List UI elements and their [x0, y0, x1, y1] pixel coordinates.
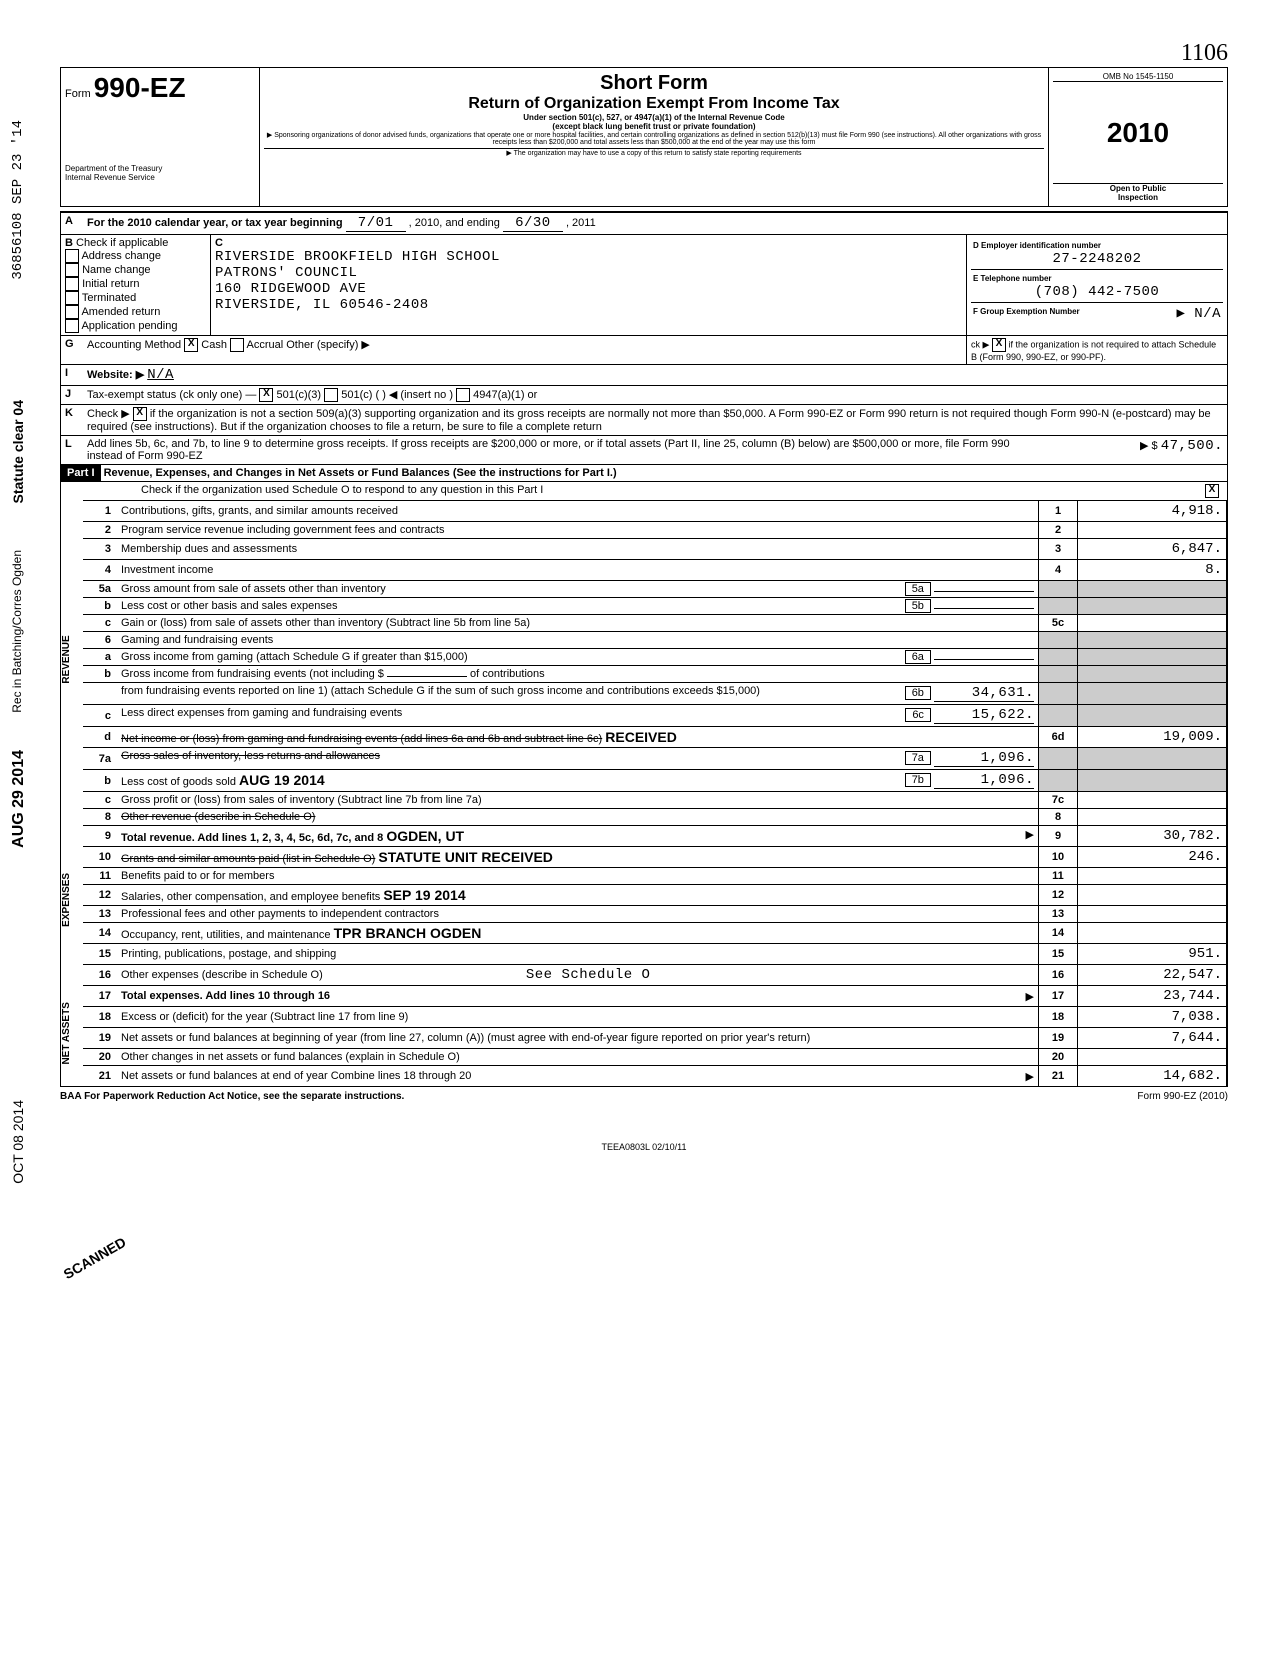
initial-check[interactable]	[65, 277, 79, 291]
a1-label: 4947(a)(1) or	[473, 389, 537, 401]
sched-o-text: Check if the organization used Schedule …	[141, 484, 543, 496]
org-city: RIVERSIDE, IL 60546-2408	[215, 297, 429, 313]
margin-stamp-3: Rec in Batching/Corres Ogden	[10, 550, 24, 713]
form-footer: Form 990-EZ (2010)	[1137, 1091, 1228, 1102]
software-code: TEEA0803L 02/10/11	[60, 1142, 1228, 1152]
form-number: 990-EZ	[94, 72, 186, 103]
sep-stamp: SEP 19 2014	[383, 887, 465, 903]
title-short: Short Form	[264, 72, 1044, 95]
org-name-1: RIVERSIDE BROOKFIELD HIGH SCHOOL	[215, 249, 500, 265]
scanned-stamp: SCANNED	[61, 1234, 129, 1282]
k-text: if the organization is not a section 509…	[87, 408, 1211, 433]
margin-stamp-2: Statute clear 04	[10, 400, 26, 504]
form-header: Form 990-EZ Department of the Treasury I…	[60, 67, 1228, 207]
ein-value: 27-2248202	[973, 251, 1221, 267]
initial-return: Initial return	[82, 278, 139, 290]
tax-exempt-label: Tax-exempt status (ck only one) —	[87, 389, 256, 401]
other-label: Other (specify) ▶	[286, 339, 370, 351]
addr-change: Address change	[81, 250, 161, 262]
omb: OMB No 1545-1150	[1053, 72, 1223, 82]
side-expenses: EXPENSES	[61, 820, 83, 980]
terminated-check[interactable]	[65, 291, 79, 305]
margin-stamp-5: OCT 08 2014	[10, 1100, 26, 1184]
terminated: Terminated	[82, 292, 136, 304]
c3-check[interactable]: X	[259, 388, 273, 402]
acct-method-label: Accounting Method	[87, 339, 181, 351]
c3-label: 501(c)(3)	[276, 389, 321, 401]
side-net-assets: NET ASSETS	[61, 980, 83, 1087]
h-text1: ck ▶	[971, 339, 989, 349]
received-stamp: RECEIVED	[605, 729, 677, 745]
dept-label: Department of the Treasury	[65, 164, 255, 173]
period-mid: , 2010, and ending	[409, 217, 500, 229]
phone-label: E Telephone number	[973, 274, 1052, 283]
a1-check[interactable]	[456, 388, 470, 402]
statute-stamp: STATUTE UNIT RECEIVED	[378, 849, 553, 865]
name-change: Name change	[82, 264, 151, 276]
group-ex-value: ▶ N/A	[1176, 305, 1221, 322]
period-end-year: , 2011	[566, 217, 596, 229]
app-pending-check[interactable]	[65, 319, 79, 333]
handwritten-note: 1106	[1181, 40, 1228, 66]
inspection: Inspection	[1053, 193, 1223, 202]
k-label: Check ▶	[87, 408, 130, 420]
form-label: Form	[65, 88, 91, 100]
name-change-check[interactable]	[65, 263, 79, 277]
side-revenue: REVENUE	[61, 500, 83, 820]
sponsor-note: ▶ Sponsoring organizations of donor advi…	[264, 131, 1044, 146]
margin-stamp-4: AUG 29 2014	[10, 750, 28, 848]
subtitle2: (except black lung benefit trust or priv…	[264, 122, 1044, 131]
margin-stamp-1: 36856108 SEP 23 '14	[10, 120, 26, 280]
subtitle1: Under section 501(c), 527, or 4947(a)(1)…	[264, 113, 1044, 122]
part1-label: Part I	[61, 465, 101, 481]
amended-check[interactable]	[65, 305, 79, 319]
l-value: 47,500.	[1161, 438, 1223, 454]
aug-stamp: AUG 19 2014	[239, 772, 325, 788]
accrual-label: Accrual	[247, 339, 284, 351]
c-other-check[interactable]	[324, 388, 338, 402]
accrual-check[interactable]	[230, 338, 244, 352]
c-other-label: 501(c) (	[341, 389, 379, 401]
block-c-label: C	[215, 237, 223, 249]
tax-year: 2010	[1053, 117, 1223, 149]
title-main: Return of Organization Exempt From Incom…	[264, 95, 1044, 113]
period-end: 6/30	[503, 215, 563, 232]
website-label: Website: ▶	[87, 369, 144, 381]
ein-label: D Employer identification number	[973, 241, 1101, 250]
l-arrow: ▶ $	[1140, 440, 1158, 452]
period-label: For the 2010 calendar year, or tax year …	[87, 217, 343, 229]
group-ex-label: F Group Exemption Number	[973, 307, 1080, 316]
insert-no: ) ◀ (insert no )	[382, 389, 453, 401]
h-check[interactable]: X	[992, 338, 1006, 352]
org-name-2: PATRONS' COUNCIL	[215, 265, 357, 281]
cash-check[interactable]: X	[184, 338, 198, 352]
copy-note: ▶ The organization may have to use a cop…	[264, 148, 1044, 157]
amended: Amended return	[81, 306, 160, 318]
part1-title: Revenue, Expenses, and Changes in Net As…	[104, 467, 617, 479]
addr-change-check[interactable]	[65, 249, 79, 263]
h-text2: if the organization is not required to a…	[971, 339, 1216, 362]
cash-label: Cash	[201, 339, 227, 351]
website-value: N/A	[147, 367, 174, 383]
baa-notice: BAA For Paperwork Reduction Act Notice, …	[60, 1091, 404, 1102]
app-pending: Application pending	[81, 320, 177, 332]
period-begin: 7/01	[346, 215, 406, 232]
lines-table: 1Contributions, gifts, grants, and simil…	[83, 500, 1227, 1086]
see-schedule-o: See Schedule O	[526, 967, 651, 983]
k-check[interactable]: X	[133, 407, 147, 421]
irs-label: Internal Revenue Service	[65, 173, 255, 182]
tpr-stamp: TPR BRANCH OGDEN	[334, 925, 482, 941]
org-addr: 160 RIDGEWOOD AVE	[215, 281, 366, 297]
ogden-stamp: OGDEN, UT	[386, 828, 464, 844]
check-applicable: Check if applicable	[76, 237, 168, 249]
l-text: Add lines 5b, 6c, and 7b, to line 9 to d…	[87, 438, 1010, 462]
open-public: Open to Public	[1053, 184, 1223, 193]
sched-o-check[interactable]: X	[1205, 484, 1219, 498]
phone-value: (708) 442-7500	[973, 284, 1221, 300]
